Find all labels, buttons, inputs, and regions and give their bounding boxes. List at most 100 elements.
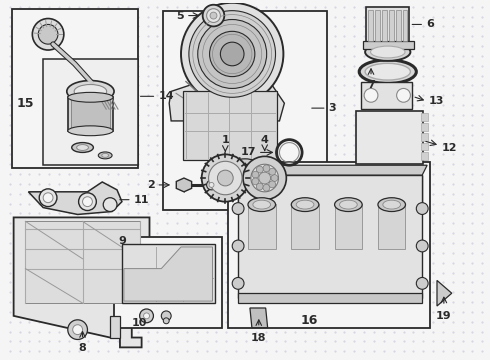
Text: 12: 12 [442, 143, 457, 153]
Ellipse shape [248, 198, 275, 212]
Text: 6: 6 [426, 19, 434, 30]
Circle shape [198, 19, 267, 89]
Ellipse shape [291, 198, 319, 212]
Bar [389, 10, 393, 41]
Text: 11: 11 [134, 195, 149, 205]
Ellipse shape [378, 198, 406, 212]
Ellipse shape [365, 63, 411, 80]
Bar [361, 82, 413, 109]
Bar [421, 143, 428, 150]
Circle shape [416, 278, 428, 289]
Circle shape [220, 42, 244, 66]
Circle shape [161, 311, 171, 321]
Text: 19: 19 [436, 311, 452, 321]
Circle shape [252, 171, 259, 178]
Circle shape [218, 170, 233, 186]
Text: 9: 9 [118, 236, 126, 246]
Ellipse shape [102, 153, 109, 157]
Text: 14: 14 [158, 91, 174, 101]
Text: 7: 7 [367, 80, 375, 90]
Circle shape [181, 3, 283, 105]
Text: 5: 5 [176, 10, 184, 21]
Circle shape [144, 313, 149, 319]
Bar [421, 123, 428, 131]
Bar [382, 10, 387, 41]
Bar [291, 204, 319, 249]
Circle shape [38, 24, 58, 44]
Circle shape [232, 278, 244, 289]
Text: 16: 16 [300, 314, 318, 327]
Ellipse shape [68, 126, 113, 136]
Bar [122, 244, 216, 303]
Bar [402, 10, 408, 41]
Circle shape [189, 11, 275, 97]
Polygon shape [25, 221, 140, 303]
Circle shape [43, 193, 53, 203]
Bar [421, 113, 428, 121]
Circle shape [269, 181, 276, 188]
Bar [231, 164, 259, 178]
Polygon shape [238, 175, 422, 204]
Ellipse shape [383, 200, 400, 209]
Polygon shape [14, 217, 149, 347]
Polygon shape [250, 308, 268, 328]
Ellipse shape [67, 81, 114, 102]
Ellipse shape [231, 159, 259, 172]
Polygon shape [28, 182, 122, 215]
Bar [421, 152, 428, 160]
Ellipse shape [68, 93, 113, 102]
Ellipse shape [207, 9, 220, 22]
Circle shape [103, 198, 117, 212]
Circle shape [210, 31, 255, 77]
Circle shape [163, 318, 169, 324]
Bar [248, 204, 275, 249]
Circle shape [396, 89, 411, 102]
Text: 3: 3 [329, 103, 336, 113]
Circle shape [78, 193, 97, 211]
Polygon shape [169, 72, 284, 121]
Bar [183, 91, 276, 160]
Bar [421, 133, 428, 141]
Circle shape [39, 189, 57, 207]
Ellipse shape [74, 85, 107, 98]
Circle shape [82, 197, 93, 207]
Bar [378, 204, 406, 249]
Circle shape [256, 166, 263, 173]
Circle shape [140, 309, 153, 323]
Bar [114, 237, 222, 328]
Polygon shape [124, 247, 213, 301]
Bar [238, 293, 422, 303]
Ellipse shape [340, 200, 357, 209]
Bar [12, 9, 138, 168]
Ellipse shape [231, 172, 259, 184]
Ellipse shape [253, 200, 270, 209]
Ellipse shape [72, 143, 94, 152]
Bar [163, 11, 327, 210]
Circle shape [232, 203, 244, 215]
Circle shape [232, 240, 244, 252]
Ellipse shape [76, 145, 89, 150]
Circle shape [32, 18, 64, 50]
Ellipse shape [370, 46, 405, 58]
Ellipse shape [359, 60, 416, 84]
Circle shape [73, 325, 82, 334]
Circle shape [364, 89, 378, 102]
Text: 17: 17 [240, 148, 256, 157]
Ellipse shape [203, 5, 224, 26]
Bar [335, 204, 362, 249]
Text: 4: 4 [261, 135, 269, 145]
Circle shape [263, 184, 270, 191]
Bar [228, 162, 430, 328]
Bar [363, 41, 415, 49]
Ellipse shape [98, 152, 112, 159]
Circle shape [271, 175, 278, 181]
Circle shape [259, 172, 270, 184]
Bar [68, 97, 113, 131]
Polygon shape [110, 316, 120, 338]
Text: 2: 2 [147, 180, 154, 190]
Text: 10: 10 [132, 318, 147, 328]
Text: 8: 8 [79, 343, 86, 354]
Polygon shape [238, 165, 427, 175]
Circle shape [243, 156, 286, 200]
Polygon shape [176, 178, 192, 192]
